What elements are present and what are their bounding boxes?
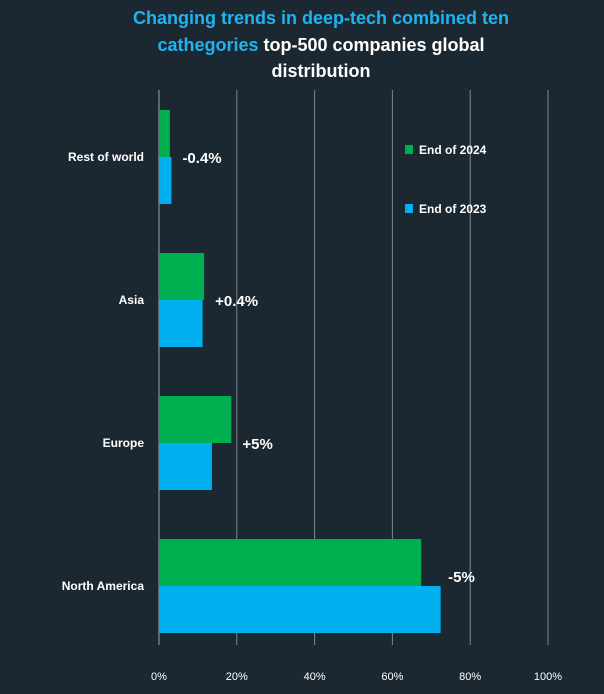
chart-title-line-1-text: Changing trends in deep-tech combined te… xyxy=(133,8,509,28)
chart-title-line-1: Changing trends in deep-tech combined te… xyxy=(133,8,509,28)
bar-rest-of-world-2023 xyxy=(159,157,172,204)
chart-title-highlight: cathegories xyxy=(157,35,258,55)
bar-asia-2024 xyxy=(159,253,205,300)
legend: End of 2024 End of 2023 xyxy=(405,143,487,216)
legend-swatch xyxy=(405,145,413,154)
category-label: North America xyxy=(62,579,145,593)
change-label: -0.4% xyxy=(182,150,221,167)
x-tick-label: 20% xyxy=(226,671,248,683)
bars xyxy=(159,110,441,633)
bar-asia-2023 xyxy=(159,300,203,347)
x-tick-label: 0% xyxy=(151,671,167,683)
x-tick-label: 100% xyxy=(534,671,562,683)
category-label: Europe xyxy=(103,436,145,450)
x-tick-label: 40% xyxy=(304,671,326,683)
bar-europe-2024 xyxy=(159,396,232,443)
x-tick-label: 60% xyxy=(381,671,403,683)
chart-title-line-2-rest: top-500 companies global xyxy=(259,35,485,55)
category-label: Asia xyxy=(119,293,145,307)
bar-north-america-2023 xyxy=(159,586,441,633)
chart-title-line-2: cathegories top-500 companies global xyxy=(157,35,484,55)
bar-north-america-2024 xyxy=(159,539,422,586)
chart-title-line-3: distribution xyxy=(272,61,371,81)
legend-label: End of 2023 xyxy=(419,202,487,216)
change-label: -5% xyxy=(448,569,475,586)
bar-europe-2023 xyxy=(159,443,212,490)
change-label: +5% xyxy=(242,436,272,453)
x-tick-label: 80% xyxy=(459,671,481,683)
category-label: Rest of world xyxy=(68,150,144,164)
legend-swatch xyxy=(405,204,413,213)
legend-label: End of 2024 xyxy=(419,143,487,157)
labels: 0% 20% 40% 60% 80% 100% Rest of world -0.4% Asia… xyxy=(62,150,563,683)
bar-rest-of-world-2024 xyxy=(159,110,170,157)
change-label: +0.4% xyxy=(215,293,258,310)
